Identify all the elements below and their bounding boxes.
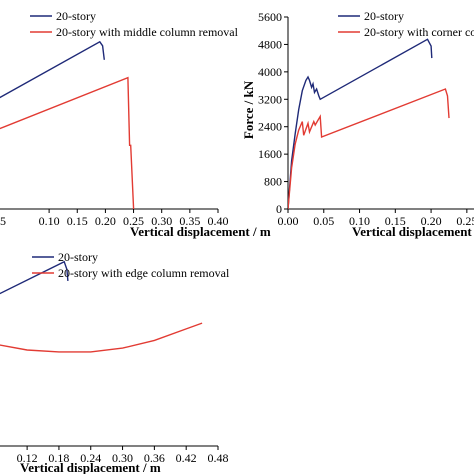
x-tick-label: 0.30 [112, 451, 133, 465]
x-tick-label: 0.15 [67, 214, 88, 228]
legend-entry: 20-story with edge column removal [58, 266, 230, 280]
y-tick-label: 1600 [258, 147, 282, 161]
x-axis-label: Vertical displacement / m [20, 460, 161, 474]
y-tick-label: 0 [276, 202, 282, 216]
y-tick-label: 3200 [258, 92, 282, 106]
x-tick-label: 0.15 [385, 214, 406, 228]
x-tick-label: 0.18 [48, 451, 69, 465]
x-tick-label: 0.48 [208, 451, 229, 465]
series-line-removal [0, 76, 135, 209]
legend-entry: 20-story [56, 9, 96, 23]
legend-entry: 20-story [364, 9, 404, 23]
x-tick-label: 0.20 [95, 214, 116, 228]
chart-edge-column-removal: 0.12 0.18 0.24 0.30 0.36 0.42 0.48 Vertical dis… [0, 250, 230, 474]
legend-entry: 20-story with corner column removal [364, 25, 474, 39]
y-tick-label: 800 [264, 175, 282, 189]
x-tick-label: 0.10 [39, 214, 60, 228]
y-tick-label: 4800 [258, 37, 282, 51]
chart-middle-column-removal: 0.10 0.15 0.20 0.25 0.30 0.35 0.40 5 Vertical di… [0, 9, 271, 239]
x-tick-label: 0.00 [278, 214, 299, 228]
x-tick-label: 0.24 [80, 451, 101, 465]
x-tick-label: 0.25 [123, 214, 144, 228]
y-tick-label: 5600 [258, 10, 282, 24]
x-tick-label: 0.42 [176, 451, 197, 465]
y-tick-label: 2400 [258, 120, 282, 134]
chart-corner-column-removal: 0.00 0.05 0.10 0.15 0.20 0.25 0 800 1600 2400 3200… [241, 9, 474, 239]
x-tick-label: 0.30 [151, 214, 172, 228]
series-line-removal [0, 322, 203, 353]
x-axis-label: Vertical displacement / m [130, 224, 271, 239]
x-tick-label: 0.10 [349, 214, 370, 228]
x-tick-label: 0.05 [313, 214, 334, 228]
x-tick-label-clipped: 5 [0, 214, 6, 228]
legend-entry: 20-story with middle column removal [56, 25, 239, 39]
x-tick-label: 0.25 [456, 214, 474, 228]
y-axis-label: Force / kN [241, 80, 256, 139]
x-tick-label: 0.36 [144, 451, 165, 465]
x-tick-label: 0.40 [208, 214, 229, 228]
y-tick-label: 4000 [258, 65, 282, 79]
x-tick-label: 0.35 [179, 214, 200, 228]
x-tick-label: 0.20 [421, 214, 442, 228]
x-tick-label: 0.12 [17, 451, 38, 465]
x-axis-label: Vertical displacement / m [352, 224, 474, 239]
series-line-intact [288, 38, 433, 209]
series-line-intact [0, 40, 105, 99]
legend-entry: 20-story [58, 250, 98, 264]
series-line-removal [288, 88, 450, 209]
series-line-intact [0, 260, 69, 295]
